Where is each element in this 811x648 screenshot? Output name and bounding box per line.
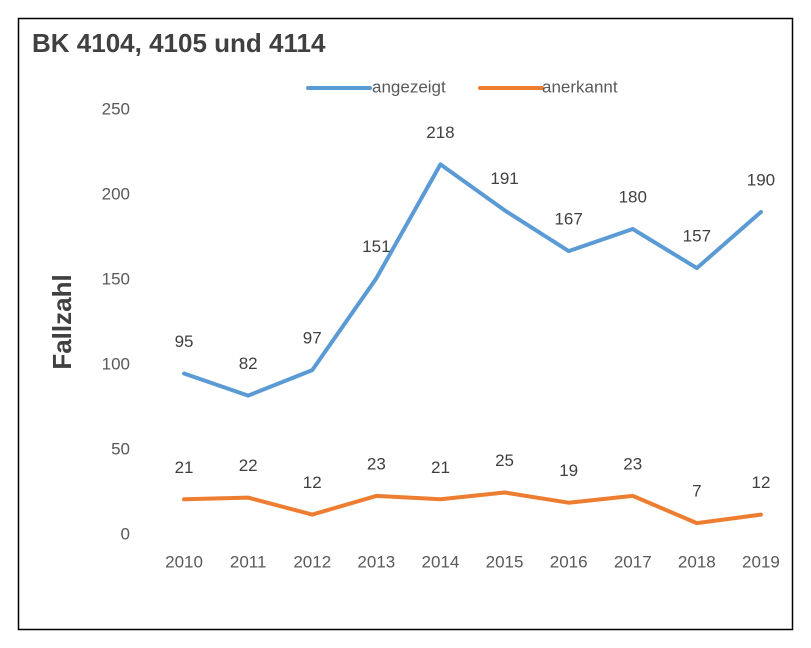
y-tick-label: 0 bbox=[121, 524, 130, 543]
data-label: 22 bbox=[239, 456, 258, 475]
series-line bbox=[182, 490, 763, 526]
data-label: 7 bbox=[692, 482, 701, 501]
x-tick-label: 2015 bbox=[486, 552, 524, 571]
y-tick-label: 100 bbox=[102, 354, 130, 373]
chart-frame bbox=[17, 17, 794, 631]
chart-title: BK 4104, 4105 und 4114 bbox=[32, 28, 326, 58]
y-axis-label: Fallzahl bbox=[47, 274, 77, 369]
legend-label: angezeigt bbox=[372, 77, 446, 96]
data-label: 190 bbox=[747, 170, 775, 189]
data-label: 151 bbox=[362, 237, 390, 256]
x-tick-label: 2018 bbox=[678, 552, 716, 571]
y-tick-label: 200 bbox=[102, 184, 130, 203]
x-tick-label: 2019 bbox=[742, 552, 780, 571]
x-tick-label: 2013 bbox=[357, 552, 395, 571]
data-label: 12 bbox=[751, 473, 770, 492]
data-label: 191 bbox=[490, 169, 518, 188]
series-line bbox=[182, 162, 763, 398]
x-tick-label: 2017 bbox=[614, 552, 652, 571]
data-label: 25 bbox=[495, 451, 514, 470]
data-label: 97 bbox=[303, 329, 322, 348]
data-label: 23 bbox=[623, 454, 642, 473]
x-tick-label: 2011 bbox=[230, 552, 267, 571]
data-label: 23 bbox=[367, 454, 386, 473]
y-tick-label: 150 bbox=[102, 269, 130, 288]
data-label: 95 bbox=[175, 332, 194, 351]
y-tick-label: 250 bbox=[102, 99, 130, 118]
data-label: 157 bbox=[683, 227, 711, 246]
data-label: 218 bbox=[426, 123, 454, 142]
data-label: 21 bbox=[175, 458, 194, 477]
data-label: 167 bbox=[554, 210, 582, 229]
data-label: 82 bbox=[239, 354, 258, 373]
x-tick-label: 2012 bbox=[293, 552, 331, 571]
data-label: 19 bbox=[559, 461, 578, 480]
legend-label: anerkannt bbox=[542, 77, 618, 96]
x-tick-label: 2016 bbox=[550, 552, 588, 571]
x-tick-label: 2014 bbox=[422, 552, 460, 571]
data-label: 180 bbox=[619, 187, 647, 206]
data-label: 21 bbox=[431, 458, 450, 477]
y-tick-label: 50 bbox=[111, 439, 130, 458]
data-label: 12 bbox=[303, 473, 322, 492]
x-tick-label: 2010 bbox=[165, 552, 203, 571]
